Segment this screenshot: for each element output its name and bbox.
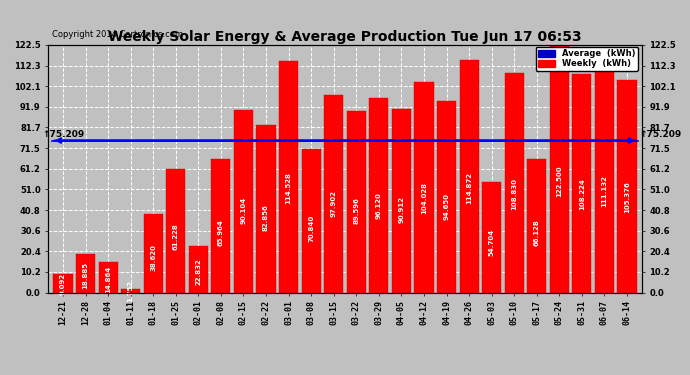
Bar	[166, 169, 186, 292]
Bar	[279, 61, 298, 292]
Bar	[53, 274, 72, 292]
Text: 94.650: 94.650	[444, 193, 449, 220]
Bar	[369, 98, 388, 292]
Text: 108.830: 108.830	[511, 177, 518, 210]
Text: 54.704: 54.704	[489, 229, 495, 256]
Bar	[392, 109, 411, 292]
Text: ↑75.209: ↑75.209	[43, 129, 85, 138]
Bar	[76, 254, 95, 292]
Text: 61.228: 61.228	[172, 224, 179, 250]
Text: 114.872: 114.872	[466, 172, 472, 204]
Text: 104.028: 104.028	[421, 182, 427, 214]
Text: 18.885: 18.885	[83, 262, 88, 289]
Text: 89.596: 89.596	[353, 198, 359, 225]
Bar	[211, 159, 230, 292]
Bar	[460, 60, 479, 292]
Bar	[415, 82, 433, 292]
Text: 108.224: 108.224	[579, 178, 585, 210]
Text: 14.864: 14.864	[105, 266, 111, 292]
Bar	[550, 45, 569, 292]
Text: 97.902: 97.902	[331, 190, 337, 217]
Bar	[595, 68, 614, 292]
Bar	[99, 262, 118, 292]
Text: 65.964: 65.964	[218, 219, 224, 246]
Bar	[234, 111, 253, 292]
Legend: Average  (kWh), Weekly  (kWh): Average (kWh), Weekly (kWh)	[535, 47, 638, 71]
Text: Copyright 2014 Cartronics.com: Copyright 2014 Cartronics.com	[52, 30, 183, 39]
Text: ↑75.209: ↑75.209	[640, 129, 682, 138]
Text: 82.856: 82.856	[263, 204, 269, 231]
Text: 105.376: 105.376	[624, 181, 630, 213]
Bar	[437, 101, 456, 292]
Text: 111.132: 111.132	[602, 176, 607, 207]
Bar	[618, 80, 637, 292]
Text: 90.104: 90.104	[241, 197, 246, 224]
Text: 90.912: 90.912	[398, 196, 404, 223]
Text: 38.620: 38.620	[150, 244, 156, 271]
Bar	[504, 73, 524, 292]
Text: 22.832: 22.832	[195, 258, 201, 285]
Text: 70.840: 70.840	[308, 214, 314, 242]
Bar	[346, 111, 366, 292]
Bar	[572, 74, 591, 292]
Text: 9.092: 9.092	[60, 273, 66, 295]
Text: 114.528: 114.528	[286, 172, 292, 204]
Bar	[144, 214, 163, 292]
Text: 66.128: 66.128	[534, 219, 540, 246]
Text: 96.120: 96.120	[376, 192, 382, 219]
Bar	[189, 246, 208, 292]
Bar	[257, 125, 275, 292]
Bar	[482, 182, 501, 292]
Bar	[302, 149, 321, 292]
Bar	[527, 159, 546, 292]
Text: 122.500: 122.500	[556, 165, 562, 197]
Bar	[121, 289, 140, 292]
Title: Weekly Solar Energy & Average Production Tue Jun 17 06:53: Weekly Solar Energy & Average Production…	[108, 30, 582, 44]
Text: 1.752: 1.752	[128, 280, 134, 302]
Bar	[324, 95, 344, 292]
